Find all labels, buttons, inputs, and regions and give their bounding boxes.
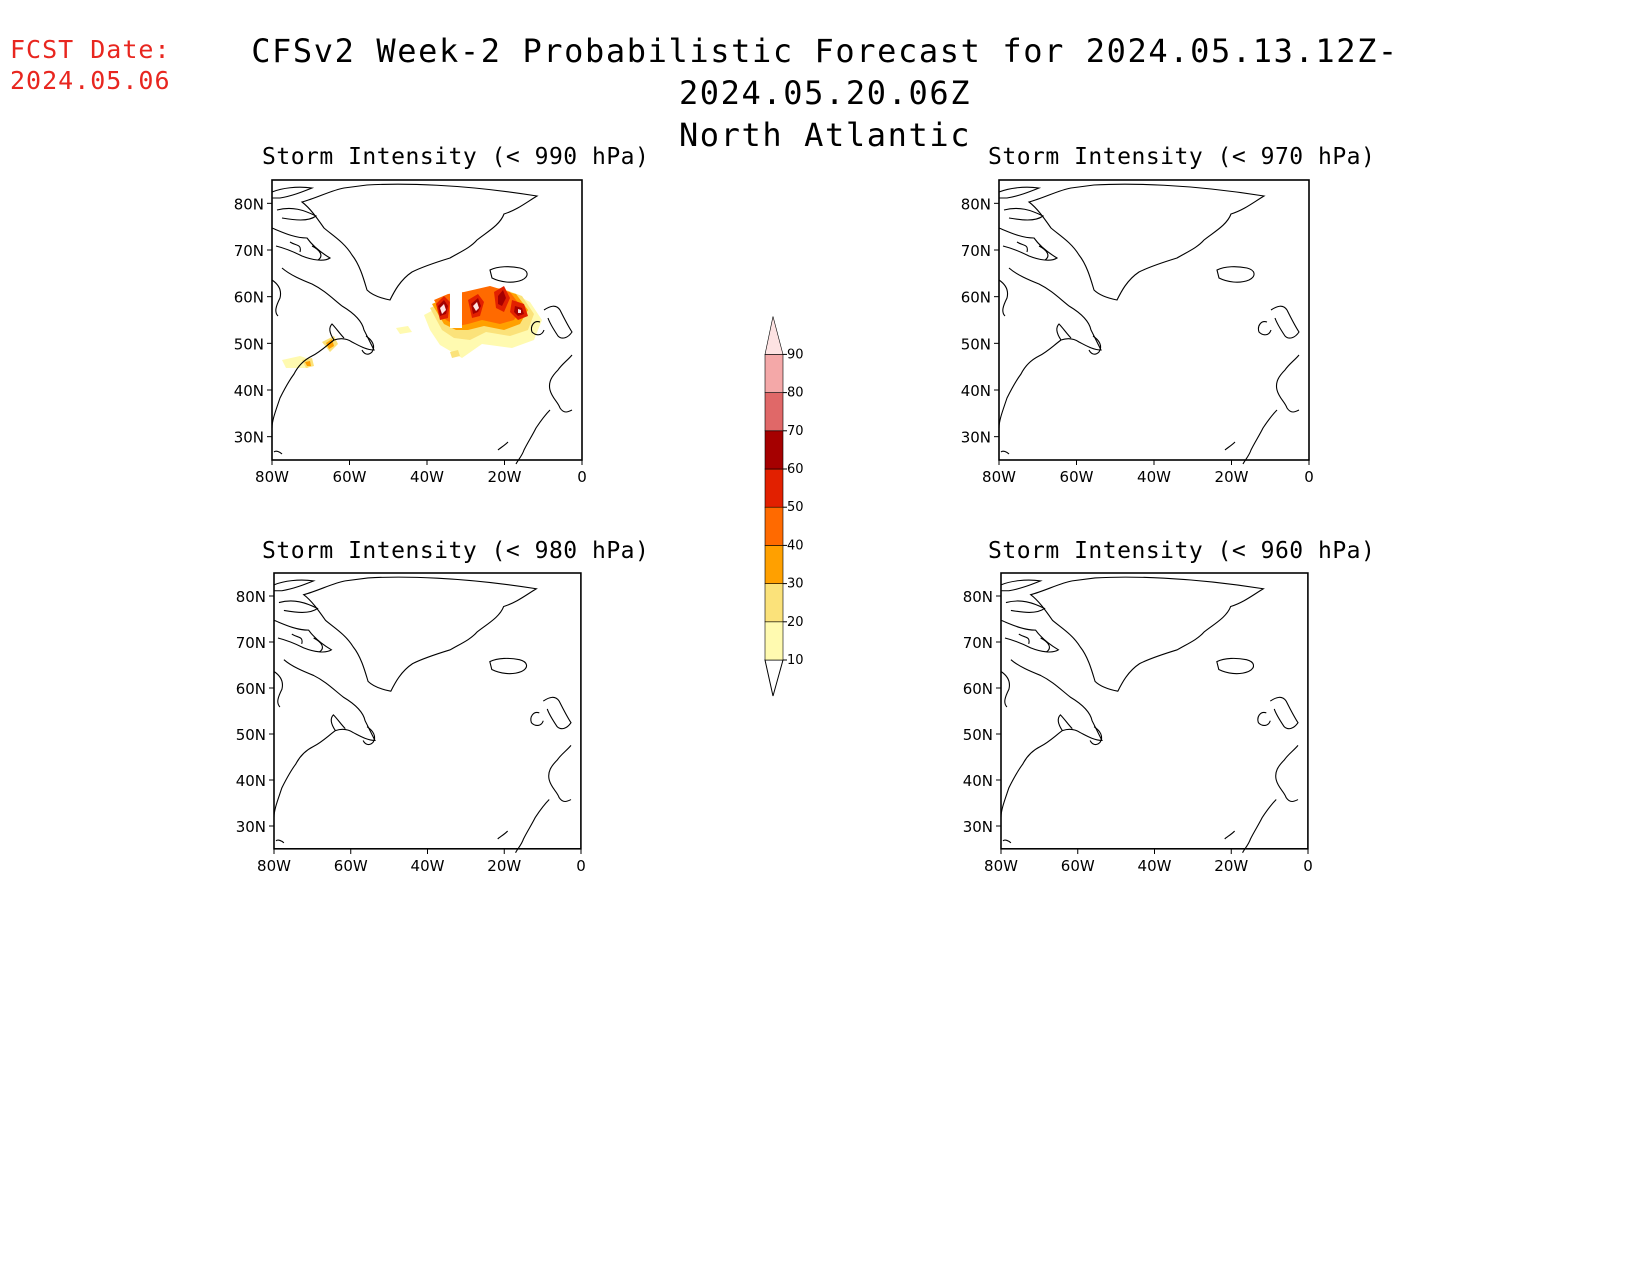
panel-title-990: Storm Intensity (< 990 hPa) (262, 144, 650, 170)
colorbar-label-50: 50 (787, 500, 804, 515)
coastline-970 (998, 183, 1300, 465)
colorbar-segment-30 (764, 545, 784, 584)
lat-tick-label-980-2: 60N (236, 680, 266, 698)
lon-tick-label-980-3: 20W (487, 857, 521, 875)
lon-tick-label-960-3: 20W (1214, 857, 1248, 875)
lat-tick-label-990-3: 50N (234, 335, 264, 353)
lon-tick-label-970-3: 20W (1215, 468, 1249, 486)
lat-tick-label-980-4: 40N (236, 772, 266, 790)
lat-tick-label-970-1: 70N (961, 242, 991, 260)
lat-tick-label-980-0: 80N (236, 588, 266, 606)
lon-tick-label-990-0: 80W (255, 468, 289, 486)
map-frame-970 (998, 179, 1310, 461)
lat-tick-label-980-5: 30N (236, 818, 266, 836)
lat-tick-label-980-1: 70N (236, 634, 266, 652)
colorbar-segment-10 (764, 621, 784, 661)
lat-tick-label-970-2: 60N (961, 289, 991, 307)
lat-tick-label-980-3: 50N (236, 726, 266, 744)
colorbar-segment-70 (764, 392, 784, 432)
colorbar-label-60: 60 (787, 462, 804, 477)
lat-tick-label-990-5: 30N (234, 429, 264, 447)
colorbar-segment-40 (764, 506, 784, 546)
lon-tick-label-960-1: 60W (1061, 857, 1095, 875)
map-frame-980 (273, 572, 582, 850)
coastline-980 (273, 576, 572, 854)
colorbar: 10 20 30 40 50 60 70 80 90 (764, 316, 804, 697)
figure-title-line1: CFSv2 Week-2 Probabilistic Forecast for … (251, 32, 1399, 112)
lon-tick-label-980-0: 80W (257, 857, 291, 875)
colorbar-label-80: 80 (787, 386, 804, 401)
lon-tick-label-970-2: 40W (1137, 468, 1171, 486)
coastline-960 (1000, 576, 1299, 854)
lat-tick-label-960-4: 40N (963, 772, 993, 790)
lat-tick-label-990-0: 80N (234, 195, 264, 213)
lon-tick-label-980-4: 0 (576, 857, 586, 875)
colorbar-segment-80 (764, 354, 784, 393)
lat-tick-label-970-3: 50N (961, 335, 991, 353)
colorbar-label-40: 40 (787, 538, 804, 553)
colorbar-upper-end (764, 316, 784, 355)
colorbar-lower-end (764, 659, 784, 697)
colorbar-label-70: 70 (787, 424, 804, 439)
forecast-date-value: 2024.05.06 (10, 66, 171, 95)
colorbar-segment-60 (764, 430, 784, 470)
lon-tick-label-970-4: 0 (1304, 468, 1314, 486)
panel-title-970: Storm Intensity (< 970 hPa) (988, 144, 1376, 170)
colorbar-label-30: 30 (787, 577, 804, 592)
colorbar-segment-50 (764, 468, 784, 508)
lon-tick-label-990-1: 60W (333, 468, 367, 486)
lat-tick-label-970-0: 80N (961, 195, 991, 213)
figure-title: CFSv2 Week-2 Probabilistic Forecast for … (160, 30, 1490, 156)
map-panel-960 (1000, 572, 1309, 854)
lat-tick-label-960-0: 80N (963, 588, 993, 606)
axis-labels: 80W 60W 40W 20W 0 80N 70N 60N 50N 40N 30N 80W 60W 40W… (234, 195, 1314, 875)
figure-title-region: North Atlantic (678, 116, 972, 154)
panel-title-960: Storm Intensity (< 960 hPa) (988, 538, 1376, 564)
panel-title-980: Storm Intensity (< 980 hPa) (262, 538, 650, 564)
probability-shading-990 (282, 286, 542, 368)
forecast-date-label: FCST Date: (10, 35, 171, 64)
lat-tick-label-990-1: 70N (234, 242, 264, 260)
lat-tick-label-990-2: 60N (234, 289, 264, 307)
map-panel-980 (273, 572, 582, 854)
lon-tick-label-960-2: 40W (1138, 857, 1172, 875)
lat-tick-label-960-2: 60N (963, 680, 993, 698)
lat-tick-label-960-5: 30N (963, 818, 993, 836)
lon-tick-label-960-0: 80W (984, 857, 1018, 875)
lon-tick-label-990-2: 40W (410, 468, 444, 486)
lon-tick-label-980-1: 60W (334, 857, 368, 875)
lon-tick-label-970-0: 80W (982, 468, 1016, 486)
map-panel-970 (998, 179, 1310, 465)
colorbar-label-20: 20 (787, 615, 804, 630)
map-panel-990 (271, 179, 583, 465)
colorbar-segment-20 (764, 583, 784, 623)
lon-tick-label-990-3: 20W (488, 468, 522, 486)
colorbar-label-10: 10 (787, 653, 804, 668)
lon-tick-label-990-4: 0 (577, 468, 587, 486)
lat-tick-label-970-5: 30N (961, 429, 991, 447)
lon-tick-label-970-1: 60W (1060, 468, 1094, 486)
lat-tick-label-990-4: 40N (234, 382, 264, 400)
map-frame-960 (1000, 572, 1309, 850)
forecast-date: FCST Date: 2024.05.06 (10, 34, 171, 96)
colorbar-label-90: 90 (787, 347, 804, 362)
lat-tick-label-960-3: 50N (963, 726, 993, 744)
lon-tick-label-980-2: 40W (411, 857, 445, 875)
lat-tick-label-960-1: 70N (963, 634, 993, 652)
lat-tick-label-970-4: 40N (961, 382, 991, 400)
lon-tick-label-960-4: 0 (1303, 857, 1313, 875)
